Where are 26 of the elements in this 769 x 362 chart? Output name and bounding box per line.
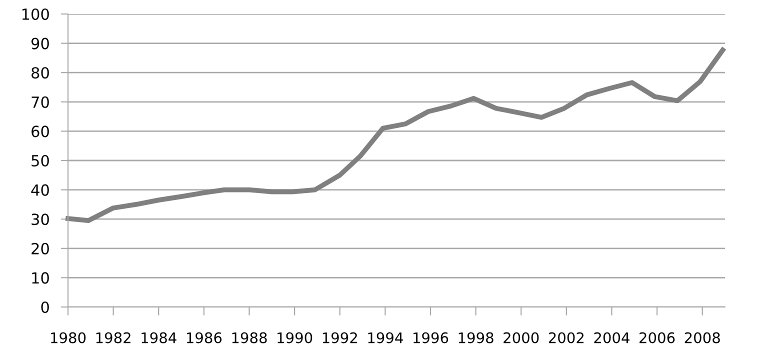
y-tick-label: 60 (32, 126, 49, 138)
x-tick-label: 1994 (368, 332, 403, 344)
x-tick-label: 1984 (142, 332, 176, 344)
x-tick-label: 1992 (322, 332, 357, 344)
y-tick-label: 100 (22, 8, 49, 20)
y-tick-label: 0 (41, 301, 49, 314)
y-tick-label: 30 (32, 214, 49, 226)
x-tick-label: 2006 (640, 332, 675, 344)
x-tick-label: 1998 (458, 332, 494, 344)
x-tick-label: 1986 (186, 332, 222, 344)
x-tick-label: 1988 (232, 332, 267, 344)
y-tick-label: 40 (31, 184, 49, 196)
x-tick-label: 2008 (684, 332, 720, 344)
x-tick-label: 1996 (414, 332, 448, 344)
y-tick-label: 10 (32, 272, 49, 284)
x-tick-label: 1980 (51, 332, 86, 344)
x-tick-label: 2002 (548, 332, 584, 344)
y-tick-label: 20 (32, 242, 49, 254)
y-tick-label: 50 (32, 154, 49, 167)
x-tick-label: 2004 (594, 332, 630, 344)
x-tick-label: 2000 (504, 332, 539, 344)
x-tick-label: 1982 (96, 332, 130, 344)
y-tick-label: 80 (32, 67, 49, 79)
x-tick-label: 1990 (278, 332, 312, 344)
y-tick-label: 70 (32, 96, 49, 108)
y-tick-label: 90 (31, 38, 49, 50)
